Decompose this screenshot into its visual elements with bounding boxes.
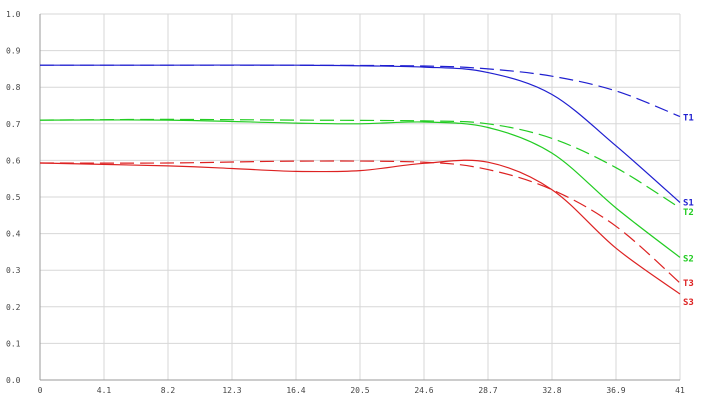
axes <box>39 14 680 381</box>
y-tick-label: 0.2 <box>6 303 21 312</box>
y-tick-label: 0.7 <box>6 120 21 129</box>
series-line-s2 <box>39 119 681 258</box>
series-end-label-s2: S2 <box>683 254 694 264</box>
y-tick-label: 0.9 <box>6 47 21 56</box>
x-tick-label: 36.9 <box>606 386 625 395</box>
series-end-label-t3: T3 <box>683 279 694 289</box>
tick-labels: 0 4.1 8.2 12.3 16.4 20.5 24.6 28.7 32.8 36.9 41 0.0… <box>6 10 685 395</box>
y-tick-label: 0.5 <box>6 193 21 202</box>
y-tick-label: 0.6 <box>6 156 21 165</box>
x-tick-label: 32.8 <box>542 386 561 395</box>
series-line-t2 <box>39 118 681 209</box>
x-tick-label: 41 <box>675 386 685 395</box>
y-tick-label: 0.4 <box>6 230 21 239</box>
x-tick-label: 28.7 <box>478 386 497 395</box>
series-end-label-s1: S1 <box>683 198 694 208</box>
y-tick-label: 0.8 <box>6 83 21 92</box>
y-tick-label: 0.3 <box>6 266 21 275</box>
series-end-label-s3: S3 <box>683 298 694 308</box>
y-tick-label: 0.1 <box>6 339 21 348</box>
x-tick-label: 0 <box>38 386 43 395</box>
grid-lines <box>39 13 681 381</box>
y-tick-label: 1.0 <box>6 10 21 19</box>
series-end-label-t1: T1 <box>683 113 694 123</box>
x-tick-label: 4.1 <box>97 386 112 395</box>
x-tick-label: 12.3 <box>222 386 241 395</box>
series-line-s1 <box>40 64 681 203</box>
x-tick-label: 8.2 <box>161 386 176 395</box>
x-tick-label: 16.4 <box>286 386 305 395</box>
series-end-label-t2: T2 <box>683 208 694 218</box>
series-lines <box>39 64 681 295</box>
series-line-s3 <box>39 159 681 295</box>
x-tick-label: 20.5 <box>350 386 369 395</box>
x-tick-label: 24.6 <box>414 386 433 395</box>
y-tick-label: 0.0 <box>6 376 21 385</box>
